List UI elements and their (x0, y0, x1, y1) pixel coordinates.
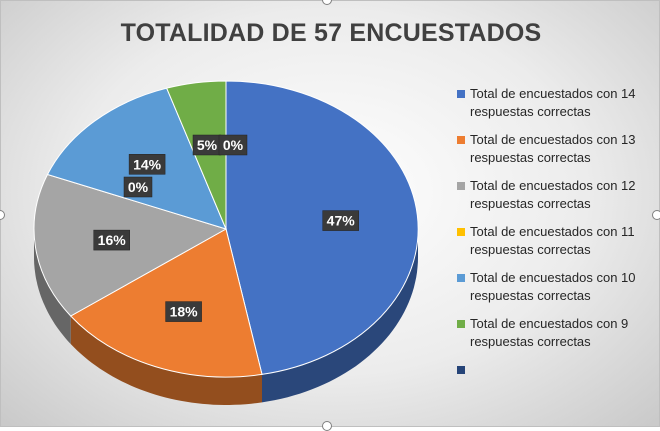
legend-item-5: Total de encuestados con 9 respuestas co… (457, 315, 653, 361)
data-label-3: 0% (128, 179, 149, 195)
pie-slice-2 (33, 173, 228, 317)
legend-item-4: Total de encuestados con 10 respuestas c… (457, 269, 653, 315)
legend-label: Total de encuestados con 13 respuestas c… (470, 132, 636, 165)
pie-slice-0 (225, 80, 419, 375)
data-label-box-1 (165, 301, 202, 322)
legend-item-3: Total de encuestados con 11 respuestas c… (457, 223, 653, 269)
pie-side-0 (262, 229, 418, 403)
legend: Total de encuestados con 14 respuestas c… (457, 85, 653, 407)
data-label-5: 5% (197, 137, 218, 153)
pie-slices (33, 80, 419, 378)
data-label-0: 47% (327, 213, 356, 229)
legend-item-6 (457, 361, 653, 407)
data-label-box-0 (322, 210, 359, 231)
data-label-1: 18% (170, 304, 199, 320)
pie-side-1 (70, 316, 262, 405)
resize-handle-right[interactable] (652, 210, 660, 220)
data-label-4: 14% (133, 156, 162, 172)
data-label-box-6 (218, 134, 248, 156)
pie-side-walls (34, 229, 418, 405)
resize-handle-bottom[interactable] (322, 421, 332, 431)
data-label-box-2 (93, 229, 130, 251)
legend-swatch (457, 274, 465, 282)
legend-label: Total de encuestados con 12 respuestas c… (470, 178, 636, 211)
legend-swatch (457, 366, 465, 374)
legend-label: Total de encuestados con 14 respuestas c… (470, 86, 636, 119)
pie-side-2 (34, 229, 71, 344)
data-label-box-3 (123, 176, 153, 198)
legend-label: Total de encuestados con 11 respuestas c… (470, 224, 635, 257)
legend-swatch (457, 228, 465, 236)
legend-item-2: Total de encuestados con 12 respuestas c… (457, 177, 653, 223)
legend-item-1: Total de encuestados con 13 respuestas c… (457, 131, 653, 177)
chart-title: TOTALIDAD DE 57 ENCUESTADOS (120, 19, 542, 47)
legend-swatch (457, 320, 465, 328)
legend-label: Total de encuestados con 9 respuestas co… (470, 316, 629, 349)
legend-item-0: Total de encuestados con 14 respuestas c… (457, 85, 653, 131)
pie-data-labels: 47% 18% 16% 0% 14% 5% 0% (93, 134, 359, 322)
data-label-6: 0% (223, 137, 244, 153)
legend-swatch (457, 136, 465, 144)
legend-swatch (457, 90, 465, 98)
data-label-2: 16% (98, 232, 127, 248)
legend-label: Total de encuestados con 10 respuestas c… (470, 270, 636, 303)
legend-swatch (457, 182, 465, 190)
data-label-box-4 (128, 154, 166, 175)
